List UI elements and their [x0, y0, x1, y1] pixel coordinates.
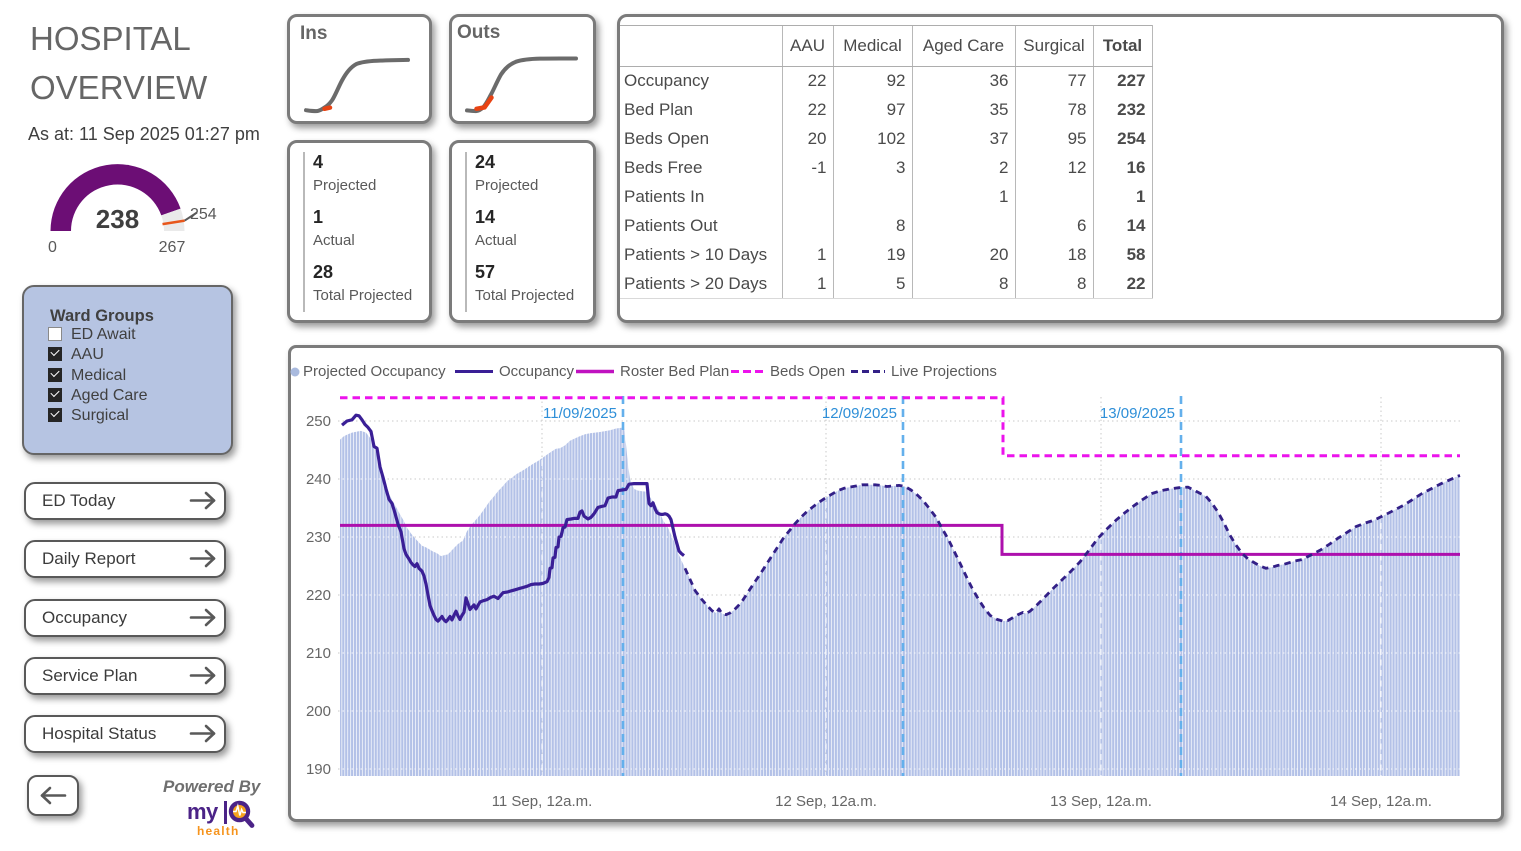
svg-text:267: 267 [159, 239, 186, 256]
svg-text:254: 254 [190, 206, 217, 223]
svg-text:0: 0 [48, 239, 57, 256]
svg-text:238: 238 [96, 204, 139, 234]
